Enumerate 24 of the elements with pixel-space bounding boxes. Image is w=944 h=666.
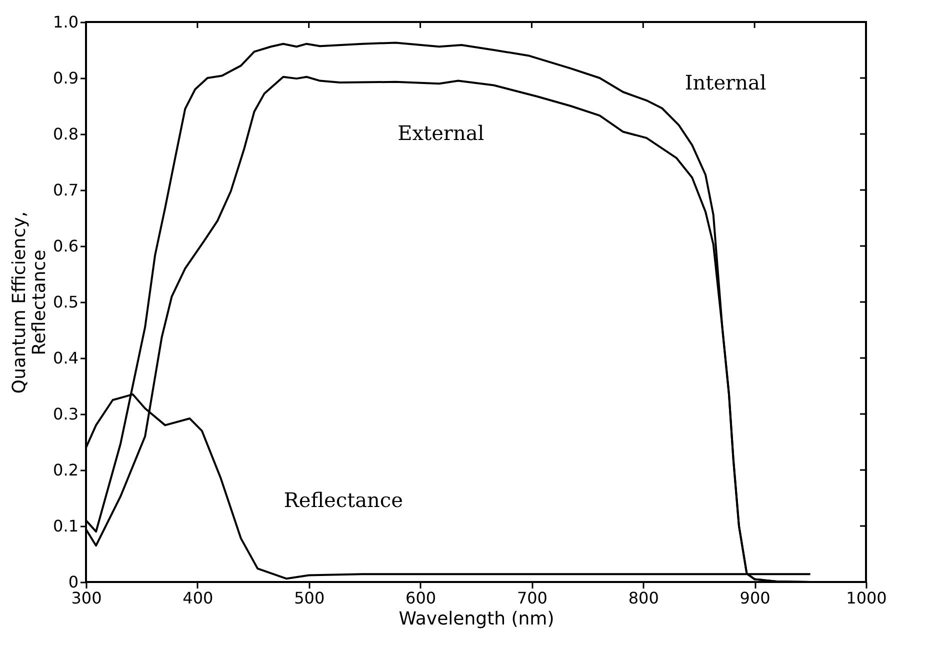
y-tick-label: 0.5 [53,292,78,312]
x-tick-label: 500 [294,588,325,608]
x-tick-label: 1000 [846,588,887,608]
annotation: Reflectance [284,488,403,512]
x-axis-title: Wavelength (nm) [398,608,554,630]
x-tick-label: 600 [406,588,436,608]
y-tick-label: 0.2 [53,460,78,480]
x-tick-label: 900 [740,588,770,608]
y-tick-label: 0.6 [53,236,78,256]
y-tick-label: 1.0 [53,12,78,32]
annotation: External [398,121,484,145]
x-tick-label: 400 [182,588,214,608]
y-axis-title: Quantum Efficiency, Reflectance [9,211,50,394]
y-tick-label: 0.3 [53,404,78,424]
y-tick-label: 0.4 [53,348,78,368]
x-tick-label: 700 [516,588,548,608]
y-tick-label: 0.1 [53,516,78,536]
x-tick-label: 800 [628,588,659,608]
y-tick-label: 0 [68,572,78,592]
y-tick-label: 0.8 [53,124,78,144]
annotation: Internal [684,70,766,95]
y-tick-label: 0.7 [53,180,78,200]
x-tick-label: 300 [71,588,102,608]
y-tick-label: 0.9 [53,68,78,88]
